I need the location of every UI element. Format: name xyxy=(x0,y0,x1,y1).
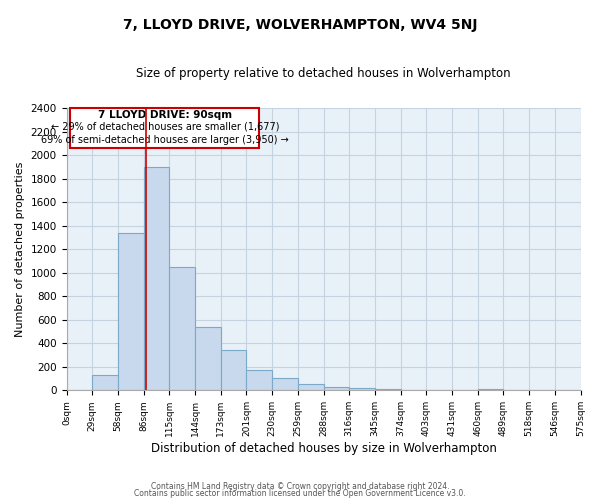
Bar xyxy=(478,389,503,390)
Text: 69% of semi-detached houses are larger (3,950) →: 69% of semi-detached houses are larger (… xyxy=(41,135,289,145)
Bar xyxy=(375,388,401,390)
Title: Size of property relative to detached houses in Wolverhampton: Size of property relative to detached ho… xyxy=(136,68,511,80)
Bar xyxy=(221,350,247,391)
X-axis label: Distribution of detached houses by size in Wolverhampton: Distribution of detached houses by size … xyxy=(151,442,496,455)
Bar xyxy=(118,232,143,390)
Bar xyxy=(92,375,118,390)
Bar xyxy=(195,327,221,390)
Text: 7 LLOYD DRIVE: 90sqm: 7 LLOYD DRIVE: 90sqm xyxy=(98,110,232,120)
Bar xyxy=(323,388,349,390)
FancyBboxPatch shape xyxy=(70,108,259,148)
Y-axis label: Number of detached properties: Number of detached properties xyxy=(15,162,25,337)
Text: Contains public sector information licensed under the Open Government Licence v3: Contains public sector information licen… xyxy=(134,490,466,498)
Bar xyxy=(169,267,195,390)
Bar xyxy=(143,167,169,390)
Bar xyxy=(272,378,298,390)
Bar xyxy=(349,388,375,390)
Text: 7, LLOYD DRIVE, WOLVERHAMPTON, WV4 5NJ: 7, LLOYD DRIVE, WOLVERHAMPTON, WV4 5NJ xyxy=(123,18,477,32)
Bar xyxy=(247,370,272,390)
Text: ← 29% of detached houses are smaller (1,677): ← 29% of detached houses are smaller (1,… xyxy=(50,122,279,132)
Bar xyxy=(298,384,323,390)
Text: Contains HM Land Registry data © Crown copyright and database right 2024.: Contains HM Land Registry data © Crown c… xyxy=(151,482,449,491)
